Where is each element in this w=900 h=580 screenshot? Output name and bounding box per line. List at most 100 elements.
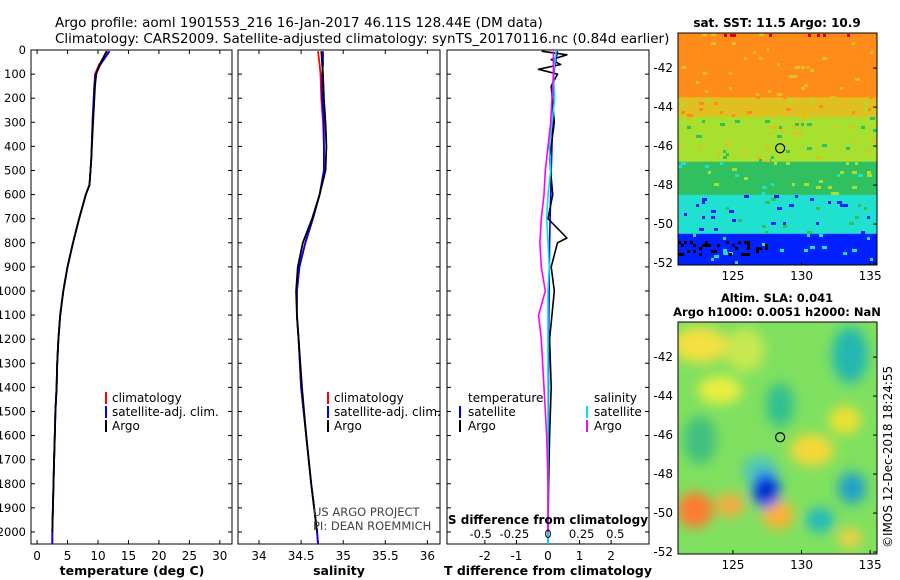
difference-legend: temperature satellite Argo salinity sate…: [459, 391, 642, 433]
x-tick-label: 10: [90, 549, 105, 563]
sst-pixel: [795, 66, 800, 69]
sst-pixel: [792, 183, 795, 186]
sst-pixel: [768, 132, 771, 135]
legend-label-s-satellite: satellite: [594, 405, 642, 419]
sst-pixel: [735, 60, 738, 63]
legend-label-t-satellite: satellite: [468, 405, 516, 419]
sst-pixel: [756, 84, 759, 87]
sst-pixel: [852, 42, 855, 45]
depth-tick-label: 1000: [0, 284, 26, 298]
salinity-plot-frame: [237, 49, 441, 545]
sst-pixel: [783, 225, 787, 228]
sst-pixel: [768, 84, 772, 87]
sst-pixel: [735, 174, 739, 177]
sst-pixel: [819, 105, 823, 108]
sst-pixel: [768, 255, 772, 258]
sst-pixel: [705, 241, 708, 244]
sst-map-title: sat. SST: 11.5 Argo: 10.9: [693, 16, 860, 30]
sst-pixel: [678, 241, 681, 244]
sst-pixel: [747, 253, 750, 256]
legend-title-salinity: salinity: [594, 391, 637, 405]
depth-tick-label: 1600: [0, 429, 26, 443]
difference-panel: -2 -1 0 1 2 S difference from climatology -0…: [444, 49, 652, 578]
sst-pixel: [846, 147, 850, 150]
sst-pixel: [795, 123, 799, 126]
sst-pixel: [747, 241, 750, 244]
sst-pixel: [714, 250, 717, 253]
sst-pixel: [714, 102, 718, 105]
difference-xlabel: T difference from climatology: [444, 563, 652, 578]
sst-pixel: [693, 244, 696, 247]
sst-pixel: [771, 33, 776, 36]
sla-map-title: Altim. SLA: 0.041: [721, 291, 833, 305]
sst-pixel: [771, 57, 776, 60]
legend-label-satellite: satellite-adj. clim.: [334, 405, 441, 419]
sst-band: [678, 97, 877, 118]
sst-pixel: [870, 117, 875, 120]
sst-pixel: [693, 66, 696, 69]
sst-pixel: [723, 252, 728, 255]
sst-pixel: [678, 258, 681, 261]
sst-pixel: [771, 126, 776, 129]
sst-pixel: [831, 192, 836, 195]
sst-pixel: [714, 183, 719, 186]
sst-pixel: [726, 207, 729, 210]
legend-label-climatology: climatology: [334, 391, 404, 405]
sst-pixel: [861, 231, 865, 234]
sst-pixel: [849, 222, 854, 225]
sst-pixel: [693, 250, 696, 253]
sst-pixel: [696, 204, 699, 207]
sst-pixel: [808, 34, 811, 37]
sst-pixel: [823, 34, 826, 37]
sst-pixel: [855, 216, 859, 219]
sst-pixel: [810, 33, 814, 36]
float-position-marker: [775, 432, 786, 443]
sst-pixel: [708, 171, 711, 174]
sst-pixel: [795, 195, 798, 198]
temperature-panel: 0 5 10 15 20 25 30 temperature (deg C) climato…: [30, 49, 233, 578]
sst-pixel: [724, 34, 727, 37]
sst-pixel: [834, 192, 839, 195]
legend-title-temperature: temperature: [468, 391, 543, 405]
sst-pixel: [699, 108, 703, 111]
sst-pixel: [756, 156, 761, 159]
sst-pixel: [733, 34, 736, 37]
sst-pixel: [717, 153, 720, 156]
sst-pixel: [783, 222, 786, 225]
sst-pixel: [681, 66, 686, 69]
sst-pixel: [780, 129, 785, 132]
x-tick-label: 15: [121, 549, 136, 563]
sst-pixel: [807, 48, 810, 51]
sst-pixel: [726, 153, 729, 156]
sst-pixel: [810, 69, 814, 72]
sst-pixel: [732, 219, 736, 222]
sst-pixel: [696, 81, 699, 84]
sla-map-panel: Altim. SLA: 0.041 Argo h1000: 0.0051 h20…: [653, 291, 881, 572]
sst-pixel: [849, 126, 854, 129]
sst-pixel: [816, 36, 819, 39]
sst-pixel: [786, 36, 790, 39]
sst-pixel: [792, 132, 797, 135]
sst-pixel: [819, 180, 823, 183]
x-tick-label: 34: [251, 549, 266, 563]
depth-tick-label: 1100: [0, 308, 26, 322]
sst-pixel: [753, 90, 758, 93]
sst-pixel: [684, 241, 687, 244]
sst-pixel: [801, 87, 805, 90]
sst-pixel: [681, 253, 684, 256]
sst-pixel: [765, 231, 768, 234]
sst-pixel: [699, 75, 702, 78]
x-tick-label: 2: [607, 549, 615, 563]
map-x-tick-label: 130: [790, 269, 813, 283]
sst-pixel: [741, 39, 746, 42]
temperature-xlabel: temperature (deg C): [60, 563, 205, 578]
sst-pixel: [801, 117, 806, 120]
series-line-s-argo: [537, 51, 555, 532]
sst-pixel: [705, 165, 709, 168]
sst-pixel: [762, 186, 767, 189]
map-y-tick-label: -50: [653, 506, 673, 520]
sst-pixel: [702, 84, 705, 87]
sst-pixel: [678, 111, 681, 114]
sst-pixel: [705, 90, 708, 93]
sst-pixel: [846, 162, 849, 165]
